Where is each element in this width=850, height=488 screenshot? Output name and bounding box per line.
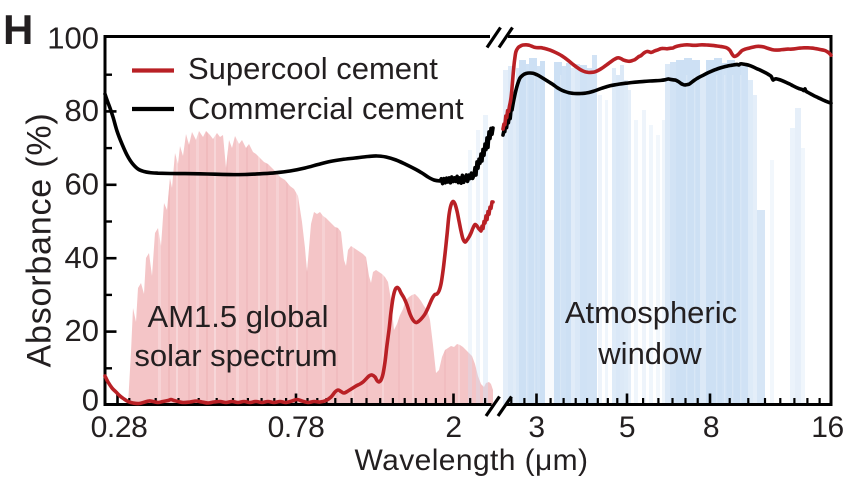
svg-text:5: 5 [619, 411, 635, 444]
svg-text:2: 2 [445, 411, 461, 444]
svg-text:3: 3 [528, 411, 544, 444]
svg-text:H: H [3, 6, 33, 53]
svg-text:AM1.5 global: AM1.5 global [148, 299, 329, 334]
svg-text:60: 60 [65, 167, 99, 202]
svg-text:Atmospheric: Atmospheric [565, 295, 737, 330]
svg-text:16: 16 [811, 411, 844, 444]
svg-text:Supercool cement: Supercool cement [188, 51, 438, 86]
svg-text:0.28: 0.28 [91, 411, 148, 444]
svg-text:20: 20 [65, 313, 99, 348]
svg-text:8: 8 [703, 411, 719, 444]
svg-text:Absorbance (%): Absorbance (%) [21, 113, 59, 368]
svg-text:window: window [597, 336, 702, 371]
svg-text:Commercial cement: Commercial cement [188, 91, 464, 126]
svg-text:40: 40 [65, 240, 99, 275]
svg-text:0.78: 0.78 [268, 411, 325, 444]
svg-text:solar spectrum: solar spectrum [134, 338, 337, 373]
svg-text:Wavelength (μm): Wavelength (μm) [355, 444, 589, 477]
svg-text:80: 80 [65, 93, 99, 128]
svg-text:0: 0 [82, 383, 99, 418]
svg-text:100: 100 [47, 21, 99, 56]
